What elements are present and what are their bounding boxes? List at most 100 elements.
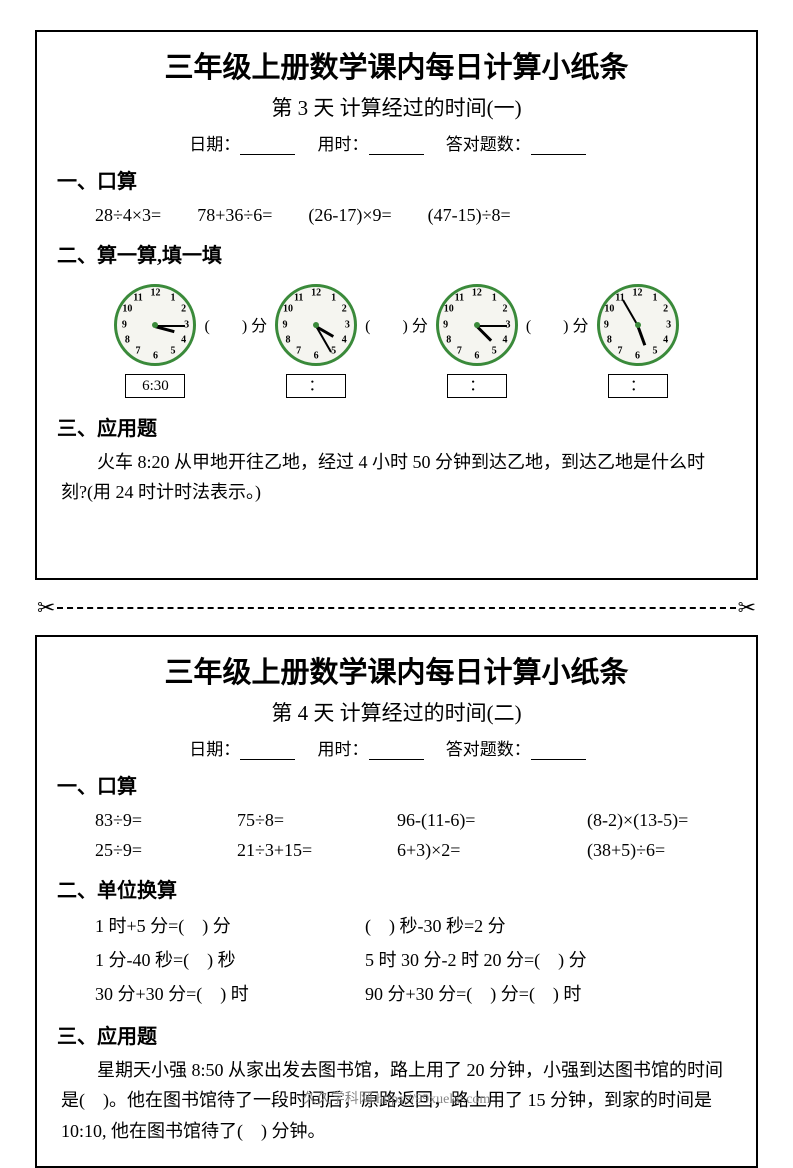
section-2-head: 二、算一算,填一填 — [57, 239, 736, 268]
mental-math-problems: 83÷9= 75÷8= 96-(11-6)= (8-2)×(13-5)= 25÷… — [57, 805, 736, 866]
clock-numeral: 6 — [474, 350, 479, 361]
clock-numeral: 7 — [296, 346, 301, 357]
conversion-row: 30 分+30 分=( ) 时 90 分+30 分=( ) 分=( ) 时 — [57, 977, 736, 1011]
clock-numeral: 3 — [345, 319, 350, 330]
conversion-item: 5 时 30 分-2 时 20 分=( ) 分 — [365, 943, 736, 977]
time-box[interactable]: ： — [286, 374, 346, 398]
correct-label: 答对题数： — [446, 135, 531, 154]
clock-numeral: 4 — [663, 334, 668, 345]
main-title: 三年级上册数学课内每日计算小纸条 — [57, 44, 736, 86]
problem: (47-15)÷8= — [428, 200, 511, 231]
clock-numeral: 10 — [283, 304, 293, 315]
clock-numeral: 7 — [618, 346, 623, 357]
problem: 25÷9= — [95, 835, 187, 866]
problem: (38+5)÷6= — [587, 835, 665, 866]
clock-numeral: 4 — [181, 334, 186, 345]
problem: 6+3)×2= — [397, 835, 537, 866]
clock-numeral: 6 — [635, 350, 640, 361]
conversion-item: 30 分+30 分=( ) 时 — [95, 977, 365, 1011]
date-label: 日期： — [189, 135, 240, 154]
section-3-head: 三、应用题 — [57, 412, 736, 441]
clock-numeral: 10 — [444, 304, 454, 315]
clock-numeral: 5 — [652, 346, 657, 357]
time-box[interactable]: ： — [447, 374, 507, 398]
conversion-item: ( ) 秒-30 秒=2 分 — [365, 909, 736, 943]
main-title: 三年级上册数学课内每日计算小纸条 — [57, 649, 736, 691]
clock-numeral: 10 — [604, 304, 614, 315]
clock-numeral: 8 — [286, 334, 291, 345]
time-box[interactable]: 6:30 — [125, 374, 185, 398]
clock-center — [635, 322, 641, 328]
clock-numeral: 12 — [633, 288, 643, 299]
hour-hand — [636, 326, 646, 346]
problem: 21÷3+15= — [237, 835, 347, 866]
clock-block: 121234567891011： — [275, 284, 357, 398]
clock-numeral: 7 — [136, 346, 141, 357]
gap-label: ( ) 分 — [365, 312, 428, 336]
correct-blank[interactable] — [531, 742, 586, 760]
gap-label: ( ) 分 — [526, 312, 589, 336]
scissor-icon: ✂ — [736, 595, 758, 621]
section-3-head: 三、应用题 — [57, 1020, 736, 1049]
minute-hand — [477, 325, 507, 327]
clock-face: 121234567891011 — [114, 284, 196, 366]
info-row: 日期： 用时： 答对题数： — [57, 130, 736, 155]
clock-numeral: 7 — [457, 346, 462, 357]
clock-numeral: 4 — [502, 334, 507, 345]
date-label: 日期： — [189, 740, 240, 759]
correct-blank[interactable] — [531, 137, 586, 155]
clock-numeral: 8 — [125, 334, 130, 345]
conversion-item: 1 分-40 秒=( ) 秒 — [95, 943, 365, 977]
problem: 75÷8= — [237, 805, 347, 836]
date-blank[interactable] — [240, 137, 295, 155]
problem: 83÷9= — [95, 805, 187, 836]
section-2-head: 二、单位换算 — [57, 874, 736, 903]
clock-center — [313, 322, 319, 328]
clock-numeral: 6 — [153, 350, 158, 361]
footer-text: 久久学科网 https://99xueke.com — [0, 1088, 793, 1108]
date-blank[interactable] — [240, 742, 295, 760]
time-blank[interactable] — [369, 742, 424, 760]
clock-numeral: 2 — [342, 304, 347, 315]
clock-numeral: 11 — [133, 292, 142, 303]
clock-face: 121234567891011 — [597, 284, 679, 366]
clock-numeral: 6 — [314, 350, 319, 361]
problem: (26-17)×9= — [308, 200, 391, 231]
clock-numeral: 2 — [181, 304, 186, 315]
clock-numeral: 2 — [502, 304, 507, 315]
clock-numeral: 11 — [294, 292, 303, 303]
clock-numeral: 1 — [652, 292, 657, 303]
mental-math-problems: 28÷4×3= 78+36÷6= (26-17)×9= (47-15)÷8= — [57, 200, 736, 231]
correct-label: 答对题数： — [446, 740, 531, 759]
time-label: 用时： — [318, 740, 369, 759]
clock-numeral: 12 — [311, 288, 321, 299]
application-text: 火车 8:20 从甲地开往乙地，经过 4 小时 50 分钟到达乙地，到达乙地是什… — [57, 447, 736, 508]
clock-numeral: 5 — [170, 346, 175, 357]
time-box[interactable]: ： — [608, 374, 668, 398]
clock-face: 121234567891011 — [275, 284, 357, 366]
clock-numeral: 8 — [446, 334, 451, 345]
conversion-row: 1 时+5 分=( ) 分 ( ) 秒-30 秒=2 分 — [57, 909, 736, 943]
clock-numeral: 9 — [443, 319, 448, 330]
problem: 78+36÷6= — [197, 200, 272, 231]
problem: 28÷4×3= — [95, 200, 161, 231]
clock-numeral: 9 — [604, 319, 609, 330]
minute-hand — [155, 325, 185, 327]
clock-numeral: 4 — [342, 334, 347, 345]
time-blank[interactable] — [369, 137, 424, 155]
info-row: 日期： 用时： 答对题数： — [57, 735, 736, 760]
cut-line: ✂ ✂ — [35, 595, 758, 621]
clock-numeral: 5 — [492, 346, 497, 357]
conversion-row: 1 分-40 秒=( ) 秒 5 时 30 分-2 时 20 分=( ) 分 — [57, 943, 736, 977]
clock-numeral: 3 — [666, 319, 671, 330]
clock-center — [152, 322, 158, 328]
clock-numeral: 1 — [170, 292, 175, 303]
clock-numeral: 1 — [331, 292, 336, 303]
conversion-item: 1 时+5 分=( ) 分 — [95, 909, 365, 943]
section-1-head: 一、口算 — [57, 770, 736, 799]
conversion-item: 90 分+30 分=( ) 分=( ) 时 — [365, 977, 736, 1011]
clock-numeral: 9 — [282, 319, 287, 330]
clock-block: 1212345678910116:30 — [114, 284, 196, 398]
dashed-line — [57, 607, 735, 609]
section-1-head: 一、口算 — [57, 165, 736, 194]
